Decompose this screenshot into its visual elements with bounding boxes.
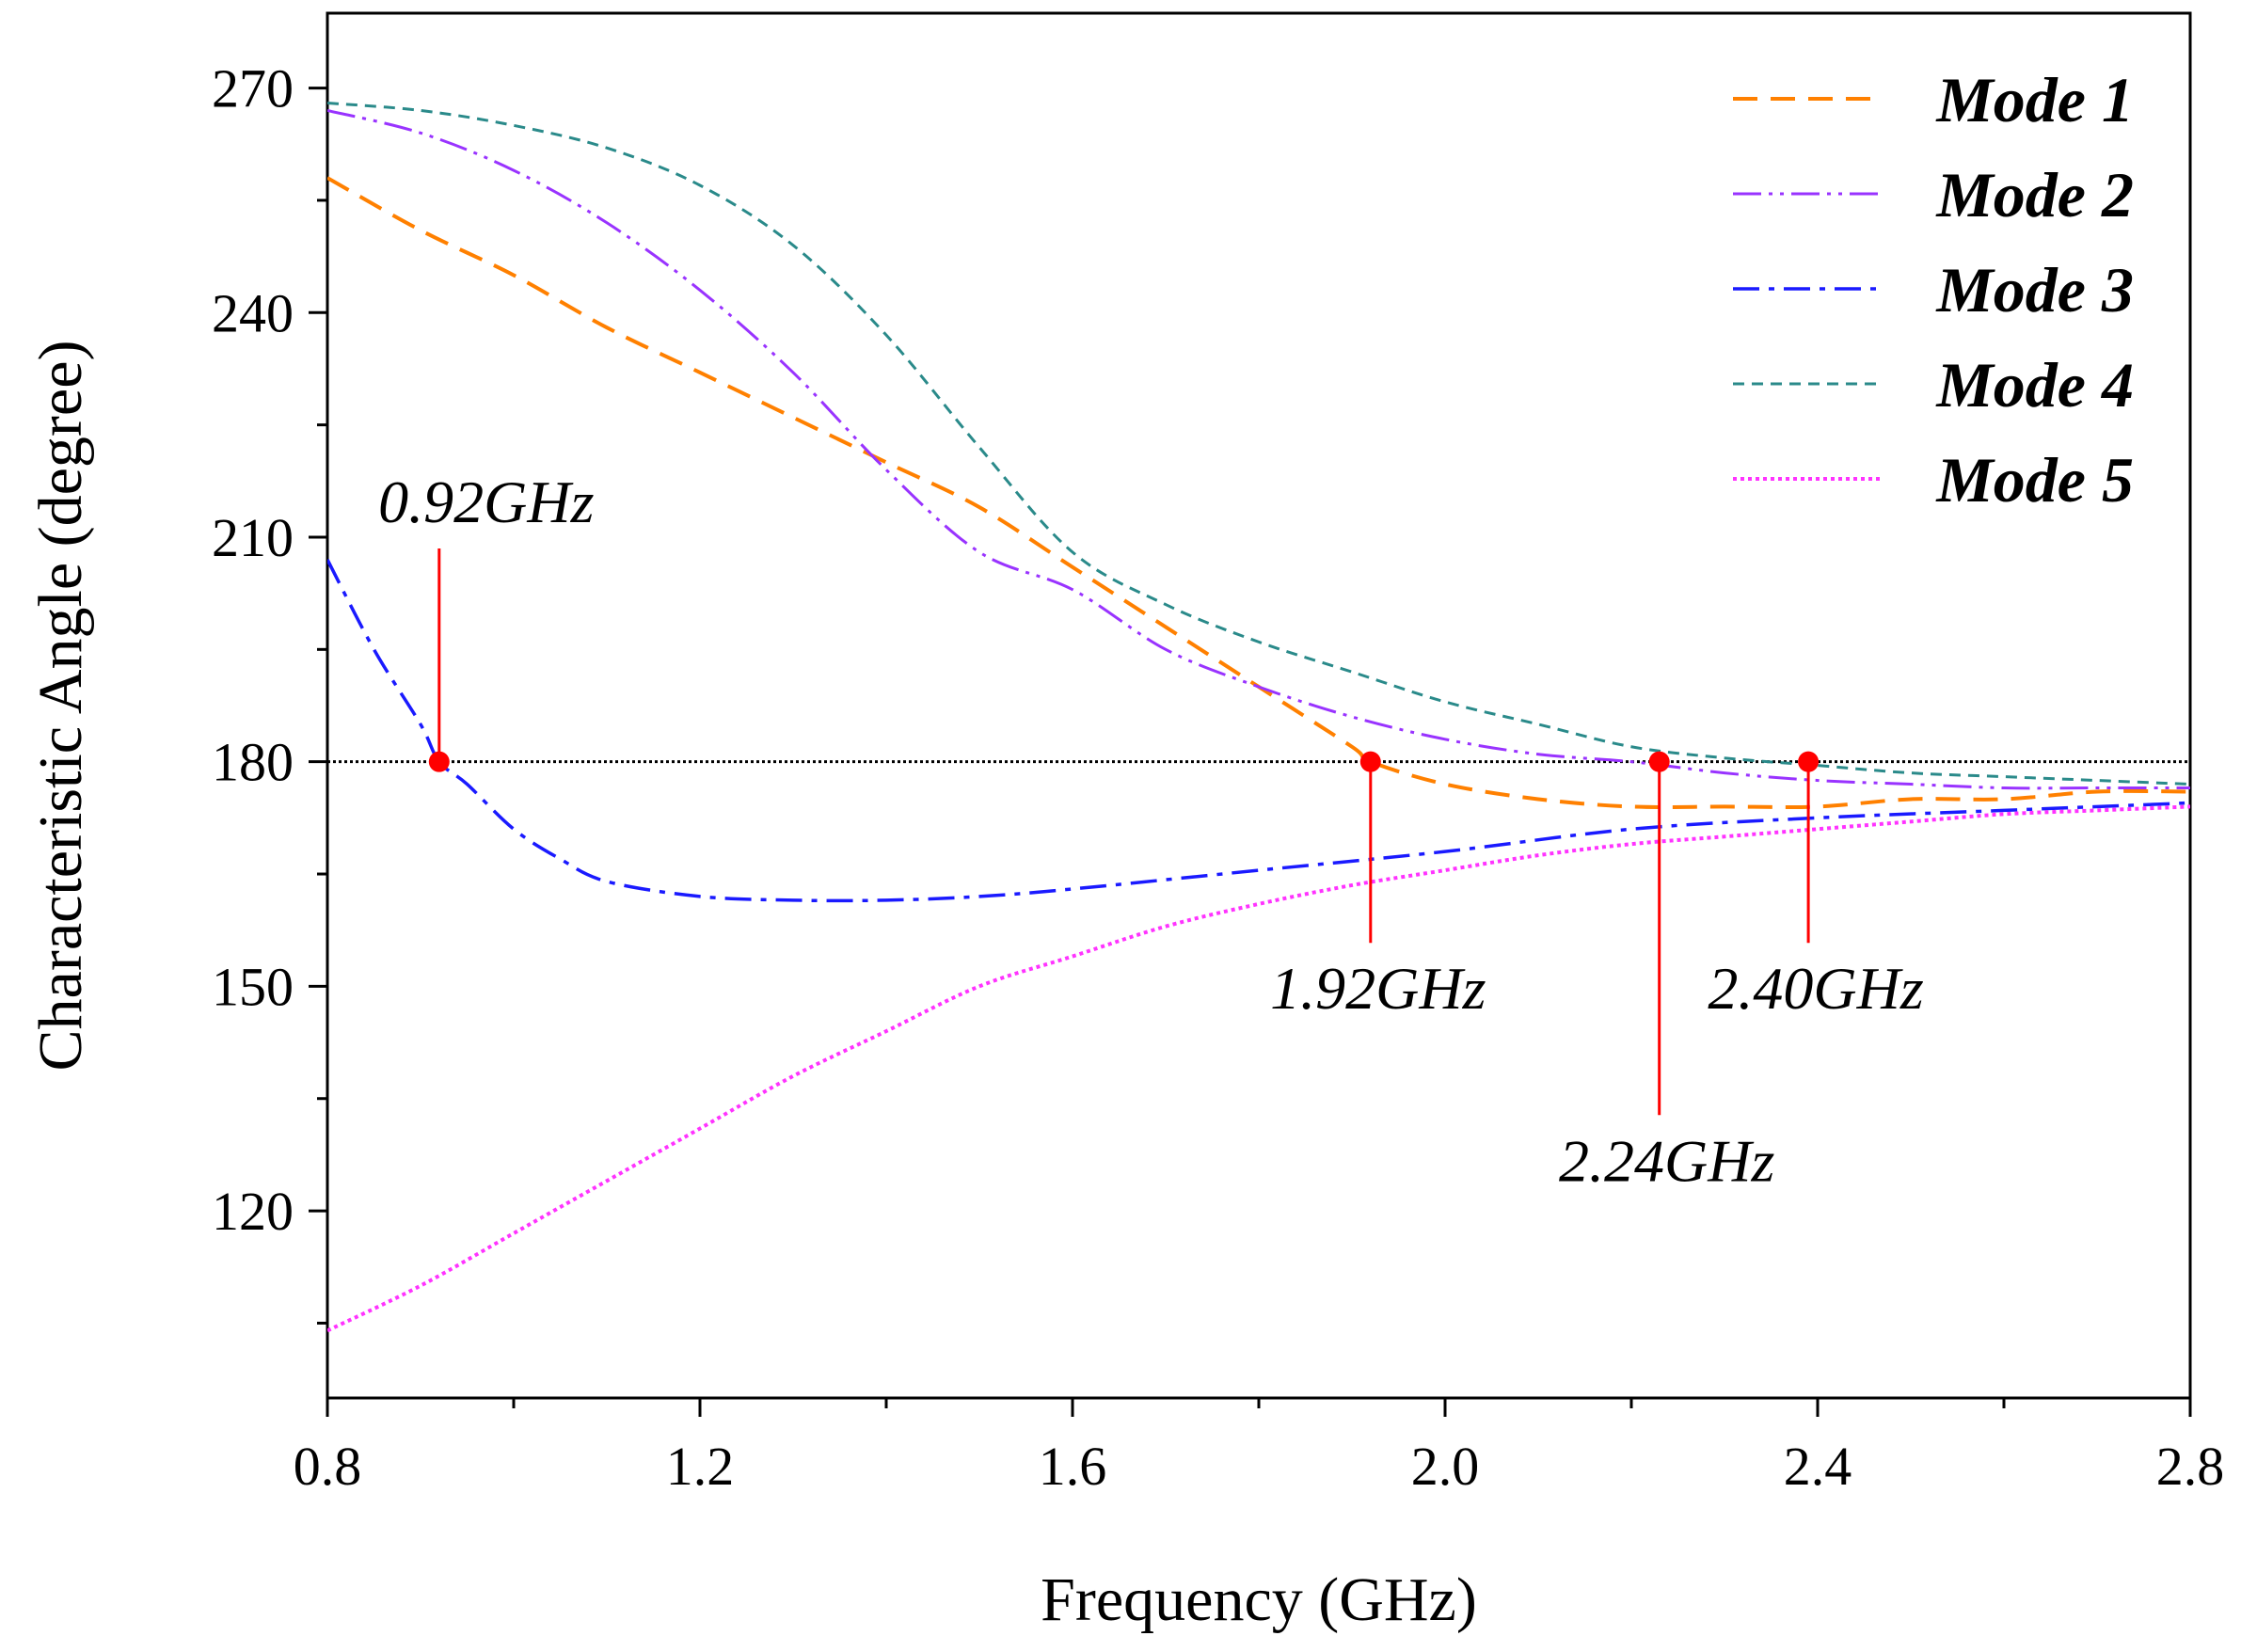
annotation-marker bbox=[1648, 751, 1670, 772]
series-line-mode-1 bbox=[327, 176, 2190, 810]
x-tick-label: 1.2 bbox=[666, 1436, 735, 1497]
annotation-label: 0.92GHz bbox=[378, 469, 594, 535]
x-tick-label: 0.8 bbox=[294, 1436, 362, 1497]
axis-layer: 0.8 1.2 1.6 2.0 2.4 2.8 120 150 180 210 240 270 bbox=[212, 58, 2224, 1497]
annotation-label: 2.24GHz bbox=[1559, 1127, 1774, 1194]
x-tick-label: 2.8 bbox=[2156, 1436, 2225, 1497]
y-tick-label: 210 bbox=[212, 507, 294, 568]
x-tick-label: 1.6 bbox=[1039, 1436, 1107, 1497]
annotation-marker bbox=[1798, 751, 1820, 772]
legend-label-mode-1: Mode 1 bbox=[1935, 64, 2134, 135]
y-tick-label: 240 bbox=[212, 282, 294, 343]
x-tick-label: 2.4 bbox=[1784, 1436, 1852, 1497]
series-line-mode-3 bbox=[327, 559, 2190, 903]
series-line-mode-2 bbox=[327, 108, 2190, 790]
series-layer bbox=[327, 101, 2190, 1333]
annotation-label: 2.40GHz bbox=[1708, 955, 1923, 1022]
legend: Mode 1 Mode 2 Mode 3 Mode 4 Mode 5 bbox=[1733, 64, 2134, 516]
y-tick-label: 120 bbox=[212, 1181, 294, 1242]
series-line-mode-4 bbox=[327, 101, 2190, 786]
annotation-layer: 0.92GHz 1.92GHz 2.24GHz 2.40GHz bbox=[378, 469, 1924, 1194]
y-tick-label: 180 bbox=[212, 732, 294, 793]
y-axis-title: Characteristic Angle (degree) bbox=[26, 341, 95, 1072]
legend-label-mode-4: Mode 4 bbox=[1935, 349, 2134, 421]
legend-label-mode-2: Mode 2 bbox=[1935, 159, 2134, 230]
x-tick-label: 2.0 bbox=[1411, 1436, 1480, 1497]
legend-label-mode-3: Mode 3 bbox=[1935, 254, 2134, 326]
annotation-label: 1.92GHz bbox=[1270, 955, 1486, 1022]
x-axis-title: Frequency (GHz) bbox=[1041, 1565, 1477, 1634]
annotation-marker bbox=[428, 751, 450, 772]
annotation-marker bbox=[1359, 751, 1381, 772]
plot-frame bbox=[326, 11, 2192, 1400]
legend-label-mode-5: Mode 5 bbox=[1935, 444, 2134, 516]
series-line-mode-5 bbox=[327, 804, 2190, 1333]
y-tick-label: 150 bbox=[212, 956, 294, 1017]
y-tick-label: 270 bbox=[212, 58, 294, 119]
